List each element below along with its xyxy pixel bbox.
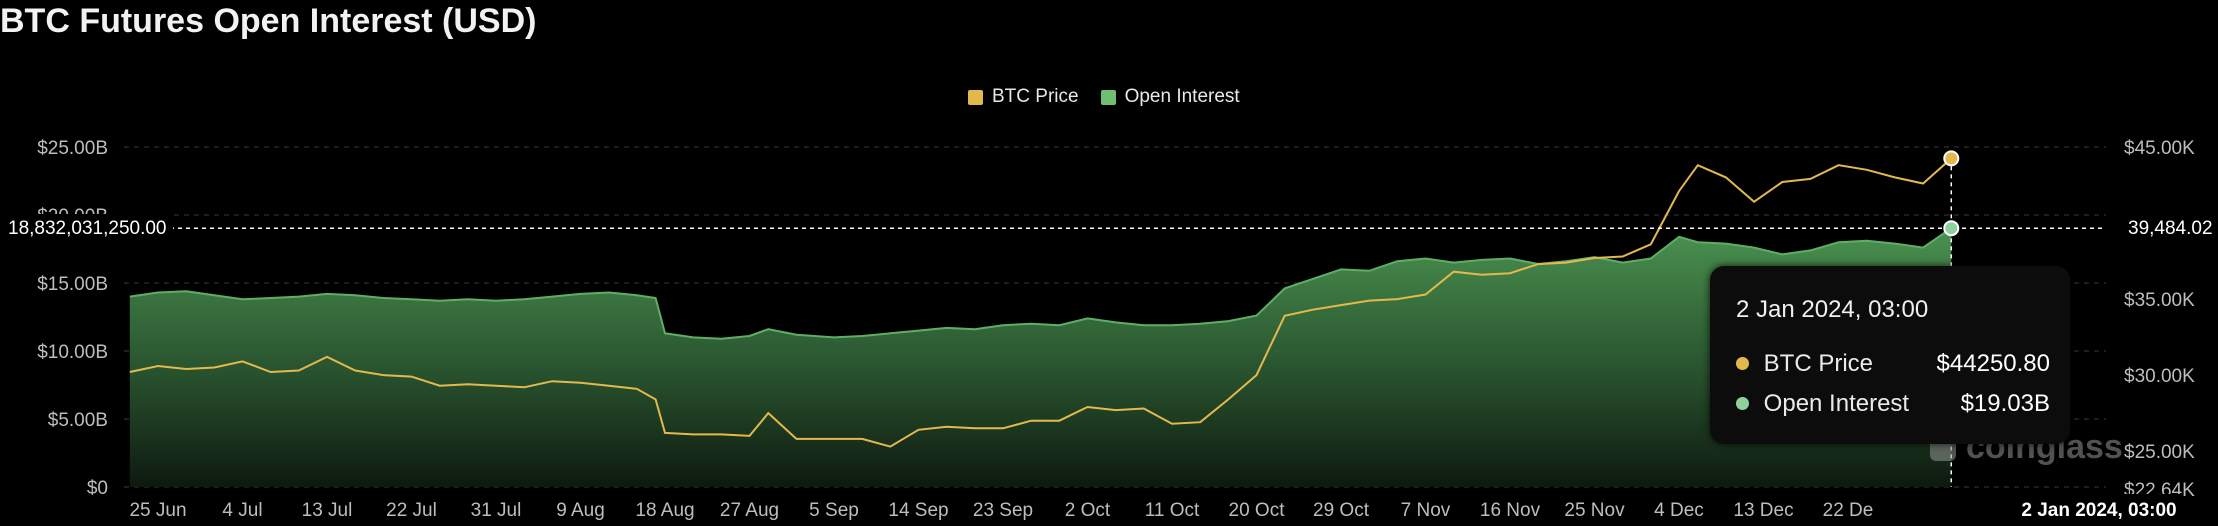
- y-right-tick-label: $45.00K: [2124, 138, 2195, 159]
- x-tick-label: 13 Dec: [1733, 500, 1793, 521]
- btc-price-line: [129, 157, 1952, 448]
- crosshair-date-bg: [2018, 494, 2180, 524]
- x-tick-label: 9 Aug: [556, 500, 605, 521]
- x-tick-label: 25 Jun: [129, 500, 186, 521]
- tooltip-label-open-interest: Open Interest: [1763, 390, 1910, 417]
- x-tick-label: 5 Sep: [809, 500, 859, 521]
- x-tick-label: 29 Oct: [1313, 500, 1370, 521]
- x-tick-label: 4 Dec: [1654, 500, 1704, 521]
- crosshair-date-label: 2 Jan 2024, 03:00: [2021, 500, 2176, 521]
- tooltip-time: 2 Jan 2024, 03:00: [1736, 296, 1929, 323]
- tooltip-row-open-interest: Open Interest $19.03B: [1736, 390, 2050, 418]
- x-tick-label: 11 Oct: [1145, 500, 1200, 521]
- x-tick-label: 4 Jul: [222, 500, 262, 521]
- y-left-tick-label: $0: [87, 478, 108, 499]
- open-interest-dot-icon: [1736, 397, 1749, 410]
- x-tick-label: 22 Jul: [386, 500, 437, 521]
- chart-title: BTC Futures Open Interest (USD): [0, 2, 537, 40]
- x-tick-label: 23 Sep: [973, 500, 1033, 521]
- x-tick-label: 22 De: [1823, 500, 1874, 521]
- legend-label-open-interest: Open Interest: [1124, 86, 1240, 107]
- y-right-tick-label: $35.00K: [2124, 290, 2195, 311]
- legend-item-open-interest[interactable]: Open Interest: [1100, 86, 1240, 108]
- btc-price-swatch: [968, 89, 983, 105]
- btc-price-dot-icon: [1736, 357, 1749, 370]
- x-tick-label: 13 Jul: [302, 500, 353, 521]
- y-right-tick-label: $30.00K: [2124, 366, 2195, 387]
- open-interest-line: [129, 227, 1952, 340]
- x-tick-label: 25 Nov: [1564, 500, 1625, 521]
- open-interest-point: [1943, 220, 1960, 237]
- y-left-tick-label: $5.00B: [48, 410, 108, 431]
- x-tick-label: 14 Sep: [888, 500, 948, 521]
- legend-label-btc-price: BTC Price: [992, 86, 1079, 107]
- crosshair-right-value: 39,484.02: [2122, 214, 2218, 244]
- y-right-tick-label: $25.00K: [2124, 442, 2195, 463]
- y-left-tick-label: $25.00B: [37, 138, 108, 159]
- tooltip-row-btc-price: BTC Price $44250.80: [1736, 350, 2050, 378]
- btc-price-point: [1943, 150, 1960, 167]
- x-tick-label: 18 Aug: [635, 500, 694, 521]
- x-tick-label: 7 Nov: [1401, 500, 1451, 521]
- tooltip-label-btc-price: BTC Price: [1763, 350, 1874, 377]
- tooltip: 2 Jan 2024, 03:00 BTC Price $44250.80 Op…: [1710, 266, 2070, 444]
- x-tick-label: 2 Oct: [1065, 500, 1111, 521]
- legend: BTC Price Open Interest: [968, 86, 1240, 108]
- open-interest-swatch: [1100, 89, 1116, 105]
- open-interest-area: [129, 228, 1952, 487]
- tooltip-value-open-interest: $19.03B: [1960, 390, 2050, 417]
- y-left-tick-label: $15.00B: [37, 274, 108, 295]
- x-tick-label: 20 Oct: [1229, 500, 1286, 521]
- y-left-tick-label: $10.00B: [37, 342, 108, 363]
- legend-item-btc-price[interactable]: BTC Price: [968, 86, 1079, 108]
- x-tick-label: 31 Jul: [471, 500, 522, 521]
- x-tick-label: 27 Aug: [720, 500, 779, 521]
- crosshair-left-value: 18,832,031,250.00: [2, 214, 173, 244]
- x-tick-label: 16 Nov: [1480, 500, 1541, 521]
- tooltip-value-btc-price: $44250.80: [1936, 350, 2050, 377]
